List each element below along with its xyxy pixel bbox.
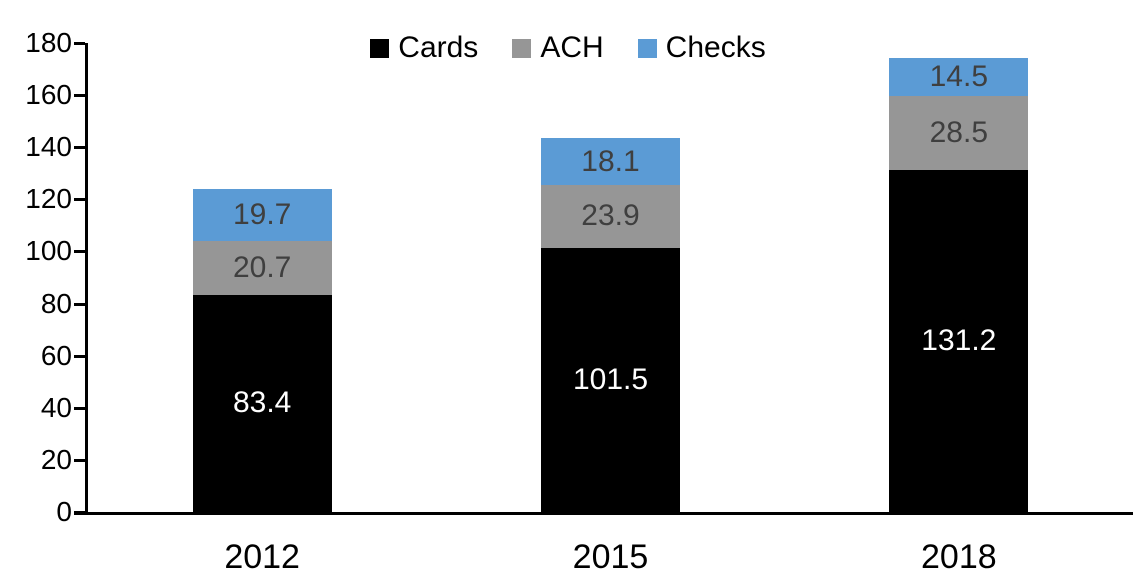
legend-item-checks: Checks <box>637 31 766 64</box>
y-axis-tick <box>74 354 85 358</box>
y-tick-label: 140 <box>25 131 72 163</box>
bar-segment-checks: 19.7 <box>192 189 332 241</box>
chart-legend: Cards ACH Checks <box>0 33 1136 63</box>
y-tick-label: 0 <box>56 496 72 527</box>
y-axis-line <box>85 43 88 515</box>
y-tick-label: 20 <box>40 443 72 475</box>
legend-label: Cards <box>398 31 479 64</box>
y-tick-label: 40 <box>40 391 72 423</box>
y-tick-label: 120 <box>25 183 72 215</box>
y-tick-label: 160 <box>25 79 72 111</box>
y-tick-label: 100 <box>25 235 72 267</box>
legend-label: ACH <box>540 31 604 64</box>
bar-value-label: 83.4 <box>232 386 292 420</box>
bar-segment-ach: 20.7 <box>192 240 332 295</box>
bar-value-label: 18.1 <box>581 144 640 178</box>
bar-value-label: 28.5 <box>929 116 989 150</box>
bar-value-label: 19.7 <box>232 198 292 232</box>
legend-swatch-checks <box>637 38 657 58</box>
y-tick-label: 80 <box>40 287 72 319</box>
y-axis-tick <box>74 458 85 462</box>
y-tick-label: 60 <box>40 339 72 371</box>
y-axis-tick <box>74 406 85 410</box>
y-tick-label: 180 <box>25 27 72 58</box>
bar-value-label: 14.5 <box>929 59 989 93</box>
y-axis-tick <box>74 302 85 306</box>
bar-value-label: 23.9 <box>581 199 640 233</box>
legend-item-ach: ACH <box>512 31 604 64</box>
y-axis-tick <box>74 511 85 514</box>
y-axis-tick <box>74 146 85 150</box>
legend-swatch-cards <box>370 38 390 58</box>
bar-value-label: 20.7 <box>232 250 292 284</box>
bar-segment-ach: 28.5 <box>889 95 1029 171</box>
legend-item-cards: Cards <box>370 33 478 63</box>
bar-segment-checks: 14.5 <box>889 58 1029 96</box>
bar-segment-cards: 83.4 <box>192 294 332 512</box>
bar-segment-cards: 101.5 <box>541 247 680 512</box>
legend-label: Checks <box>665 31 766 64</box>
y-axis-tick <box>74 42 85 45</box>
bar-value-label: 101.5 <box>572 362 649 396</box>
bar-value-label: 131.2 <box>921 324 997 358</box>
y-axis-tick <box>74 94 85 98</box>
x-axis-label: 2015 <box>572 538 649 576</box>
legend-swatch-ach <box>512 38 532 58</box>
x-axis-label: 2012 <box>224 538 300 576</box>
bar-segment-ach: 23.9 <box>541 185 680 248</box>
bar-segment-cards: 131.2 <box>889 170 1029 512</box>
y-axis-tick <box>74 250 85 254</box>
bar-segment-checks: 18.1 <box>541 138 680 186</box>
x-axis-line <box>74 512 1133 515</box>
x-axis-label: 2018 <box>921 538 997 576</box>
y-axis-tick <box>74 198 85 202</box>
